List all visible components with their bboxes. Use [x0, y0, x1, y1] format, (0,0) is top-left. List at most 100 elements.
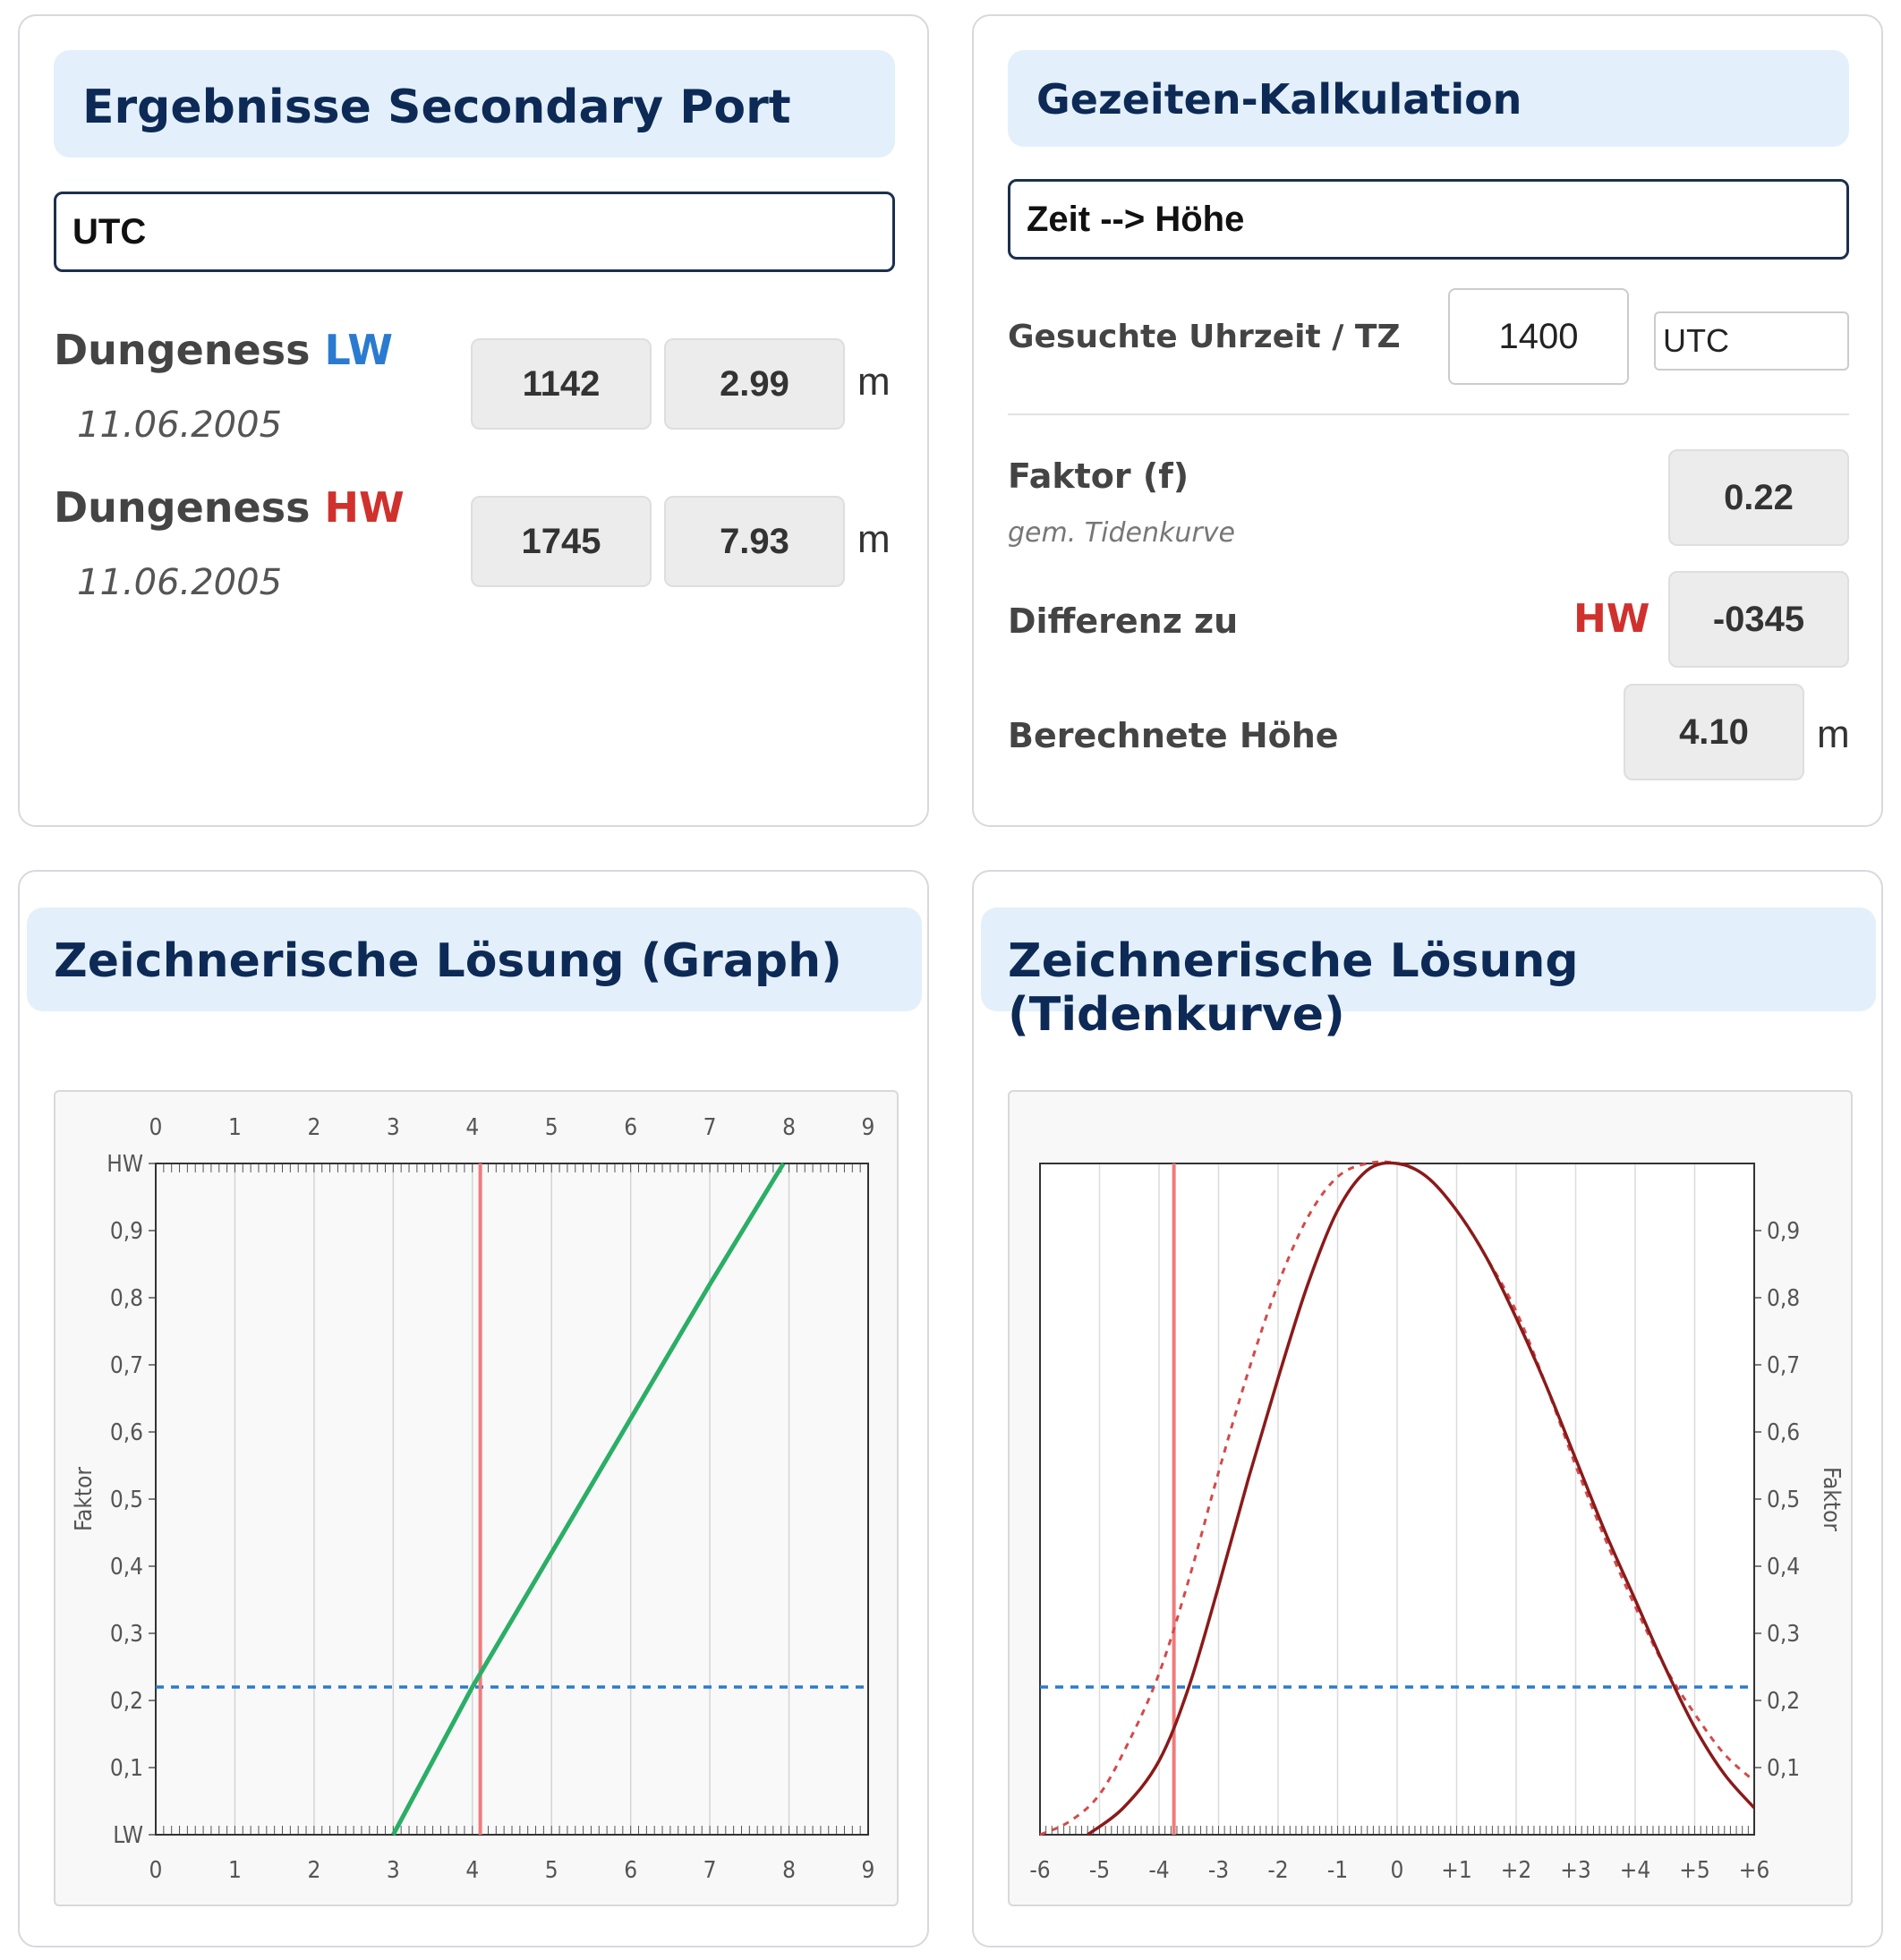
x-tick-label: -1 [1327, 1857, 1348, 1884]
hw-tag: HW [324, 483, 405, 532]
x-tick-label-top: 2 [307, 1114, 320, 1141]
results-title: Ergebnisse Secondary Port [54, 50, 895, 158]
tide-chart-frame: -6 -5 -4 -3 -2 -1 0 +1 +2 +3 +4 +5 +6 0,1 0,2 0,3 0,4 0,5… [1008, 1090, 1853, 1906]
x-tick-label: -6 [1029, 1857, 1050, 1884]
x-tick-label-bottom: 9 [862, 1857, 875, 1884]
x-tick-label: -2 [1267, 1857, 1288, 1884]
x-tick-label: +5 [1679, 1857, 1709, 1884]
diff-value: -0345 [1668, 571, 1849, 668]
tide-curve-solid [1087, 1161, 1756, 1836]
x-tick-label-top: 3 [387, 1114, 400, 1141]
y-tick-label: HW [107, 1151, 143, 1178]
results-card: Ergebnisse Secondary Port UTC Dungeness … [18, 14, 929, 827]
search-tz-select[interactable]: UTC [1654, 311, 1849, 371]
y-tick-label: 0,4 [1767, 1554, 1800, 1581]
y-axis-label: Faktor [71, 1467, 98, 1531]
hw-port-label: Dungeness HW [54, 483, 405, 532]
factor-label: Faktor (f) [1008, 456, 1189, 496]
x-tick-label-top: 9 [862, 1114, 875, 1141]
height-label: Berechnete Höhe [1008, 716, 1339, 755]
x-tick-label-bottom: 5 [545, 1857, 558, 1884]
x-tick-label: +2 [1501, 1857, 1531, 1884]
y-tick-label: 0,6 [110, 1419, 143, 1446]
calc-card: Gezeiten-Kalkulation Zeit --> Höhe Gesuc… [972, 14, 1883, 827]
results-timezone-select[interactable]: UTC [54, 192, 895, 272]
graph-title: Zeichnerische Lösung (Graph) [27, 908, 922, 1011]
calc-mode-select[interactable]: Zeit --> Höhe [1008, 179, 1849, 260]
x-tick-label-top: 4 [465, 1114, 479, 1141]
search-time-input[interactable]: 1400 [1448, 288, 1629, 385]
plot-border [155, 1163, 869, 1836]
y-tick-label: 0,3 [110, 1621, 143, 1648]
x-tick-label-bottom: 8 [782, 1857, 796, 1884]
height-unit: m [1817, 712, 1850, 756]
lw-unit: m [857, 360, 891, 404]
x-tick-label-bottom: 4 [465, 1857, 479, 1884]
x-tick-label: -3 [1208, 1857, 1229, 1884]
search-time-label: Gesuchte Uhrzeit / TZ [1008, 319, 1401, 355]
y-tick-label: 0,4 [110, 1554, 143, 1581]
x-tick-label-top: 8 [782, 1114, 796, 1141]
x-tick-label-bottom: 1 [228, 1857, 242, 1884]
y-tick-label: 0,2 [110, 1688, 143, 1715]
factor-sub-label: gem. Tidenkurve [1008, 517, 1235, 549]
x-tick-label-top: 0 [149, 1114, 163, 1141]
y-tick-label: 0,1 [1767, 1755, 1800, 1782]
hw-date: 11.06.2005 [77, 562, 283, 603]
x-tick-label-top: 6 [624, 1114, 637, 1141]
y-tick-label: 0,3 [1767, 1621, 1800, 1648]
y-axis-label: Faktor [1818, 1467, 1845, 1531]
y-tick-label: 0,5 [110, 1487, 143, 1513]
plot-area [156, 1163, 868, 1835]
y-tick-label: 0,6 [1767, 1419, 1800, 1446]
x-tick-label: -5 [1089, 1857, 1110, 1884]
tide-card: Zeichnerische Lösung (Tidenkurve) -6 -5 -4… [972, 870, 1883, 1947]
x-tick-label-top: 7 [703, 1114, 717, 1141]
calc-divider [1008, 413, 1849, 415]
y-tick-label: 0,9 [1767, 1218, 1800, 1245]
x-tick-label: 0 [1391, 1857, 1404, 1884]
x-tick-label-top: 1 [228, 1114, 242, 1141]
height-value: 4.10 [1624, 684, 1804, 780]
x-tick-label-bottom: 6 [624, 1857, 637, 1884]
y-tick-label: 0,7 [110, 1352, 143, 1379]
hw-unit: m [857, 517, 891, 561]
y-tick-label: 0,5 [1767, 1487, 1800, 1513]
lw-port-label: Dungeness LW [54, 326, 393, 374]
graph-chart-frame: 0 0 1 1 2 2 3 3 4 4 5 5 6 6 7 7 8 8 9 9 LW 0,1 0,2 0,3 0,4 0,5 0,6… [54, 1090, 899, 1906]
graph-chart: 0 0 1 1 2 2 3 3 4 4 5 5 6 6 7 7 8 8 9 9 LW 0,1 0,2 0,3 0,4 0,5 0,6… [71, 1114, 875, 1884]
x-tick-label-bottom: 2 [307, 1857, 320, 1884]
tide-chart: -6 -5 -4 -3 -2 -1 0 +1 +2 +3 +4 +5 +6 0,1 0,2 0,3 0,4 0,5… [1029, 1160, 1845, 1884]
x-tick-label: +1 [1441, 1857, 1471, 1884]
y-tick-label: LW [113, 1822, 143, 1849]
lw-date: 11.06.2005 [77, 405, 283, 446]
factor-height-line [391, 1162, 786, 1836]
y-tick-label: 0,1 [110, 1755, 143, 1782]
calc-title: Gezeiten-Kalkulation [1008, 50, 1849, 147]
factor-value: 0.22 [1668, 449, 1849, 546]
lw-tag: LW [324, 326, 394, 374]
x-tick-label-bottom: 3 [387, 1857, 400, 1884]
y-tick-label: 0,2 [1767, 1688, 1800, 1715]
lw-height-field: 2.99 [664, 338, 845, 430]
hw-height-field: 7.93 [664, 496, 845, 587]
x-tick-label: +3 [1560, 1857, 1590, 1884]
x-tick-label-bottom: 7 [703, 1857, 717, 1884]
graph-card: Zeichnerische Lösung (Graph) 0 0 1 1 2 2 3 3 4 4 5… [18, 870, 929, 1947]
x-tick-label: +4 [1620, 1857, 1650, 1884]
lw-port-name: Dungeness [54, 326, 311, 374]
y-tick-label: 0,8 [110, 1285, 143, 1312]
tide-title: Zeichnerische Lösung (Tidenkurve) [981, 908, 1876, 1042]
y-tick-label: 0,8 [1767, 1285, 1800, 1312]
x-tick-label: -4 [1148, 1857, 1169, 1884]
diff-label: Differenz zu [1008, 601, 1239, 641]
x-tick-label: +6 [1739, 1857, 1769, 1884]
hw-port-name: Dungeness [54, 483, 311, 532]
lw-time-field: 1142 [471, 338, 652, 430]
x-tick-label-bottom: 0 [149, 1857, 163, 1884]
hw-time-field: 1745 [471, 496, 652, 587]
diff-ref-tag: HW [1573, 596, 1650, 642]
x-tick-label-top: 5 [545, 1114, 558, 1141]
y-tick-label: 0,9 [110, 1218, 143, 1245]
y-tick-label: 0,7 [1767, 1352, 1800, 1379]
